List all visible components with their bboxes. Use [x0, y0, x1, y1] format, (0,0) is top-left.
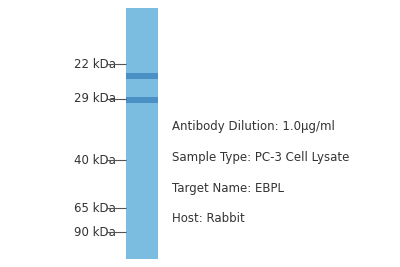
Text: Sample Type: PC-3 Cell Lysate: Sample Type: PC-3 Cell Lysate — [172, 151, 349, 164]
Text: Target Name: EBPL: Target Name: EBPL — [172, 182, 284, 195]
Bar — [126, 73, 158, 79]
Text: 90 kDa: 90 kDa — [74, 226, 116, 239]
Text: 29 kDa: 29 kDa — [74, 92, 116, 105]
Text: 22 kDa: 22 kDa — [74, 58, 116, 70]
Text: 65 kDa: 65 kDa — [74, 202, 116, 215]
Text: Antibody Dilution: 1.0µg/ml: Antibody Dilution: 1.0µg/ml — [172, 120, 335, 133]
Text: 40 kDa: 40 kDa — [74, 154, 116, 167]
Bar — [126, 97, 158, 103]
Bar — [126, 8, 158, 259]
Text: Host: Rabbit: Host: Rabbit — [172, 213, 245, 225]
